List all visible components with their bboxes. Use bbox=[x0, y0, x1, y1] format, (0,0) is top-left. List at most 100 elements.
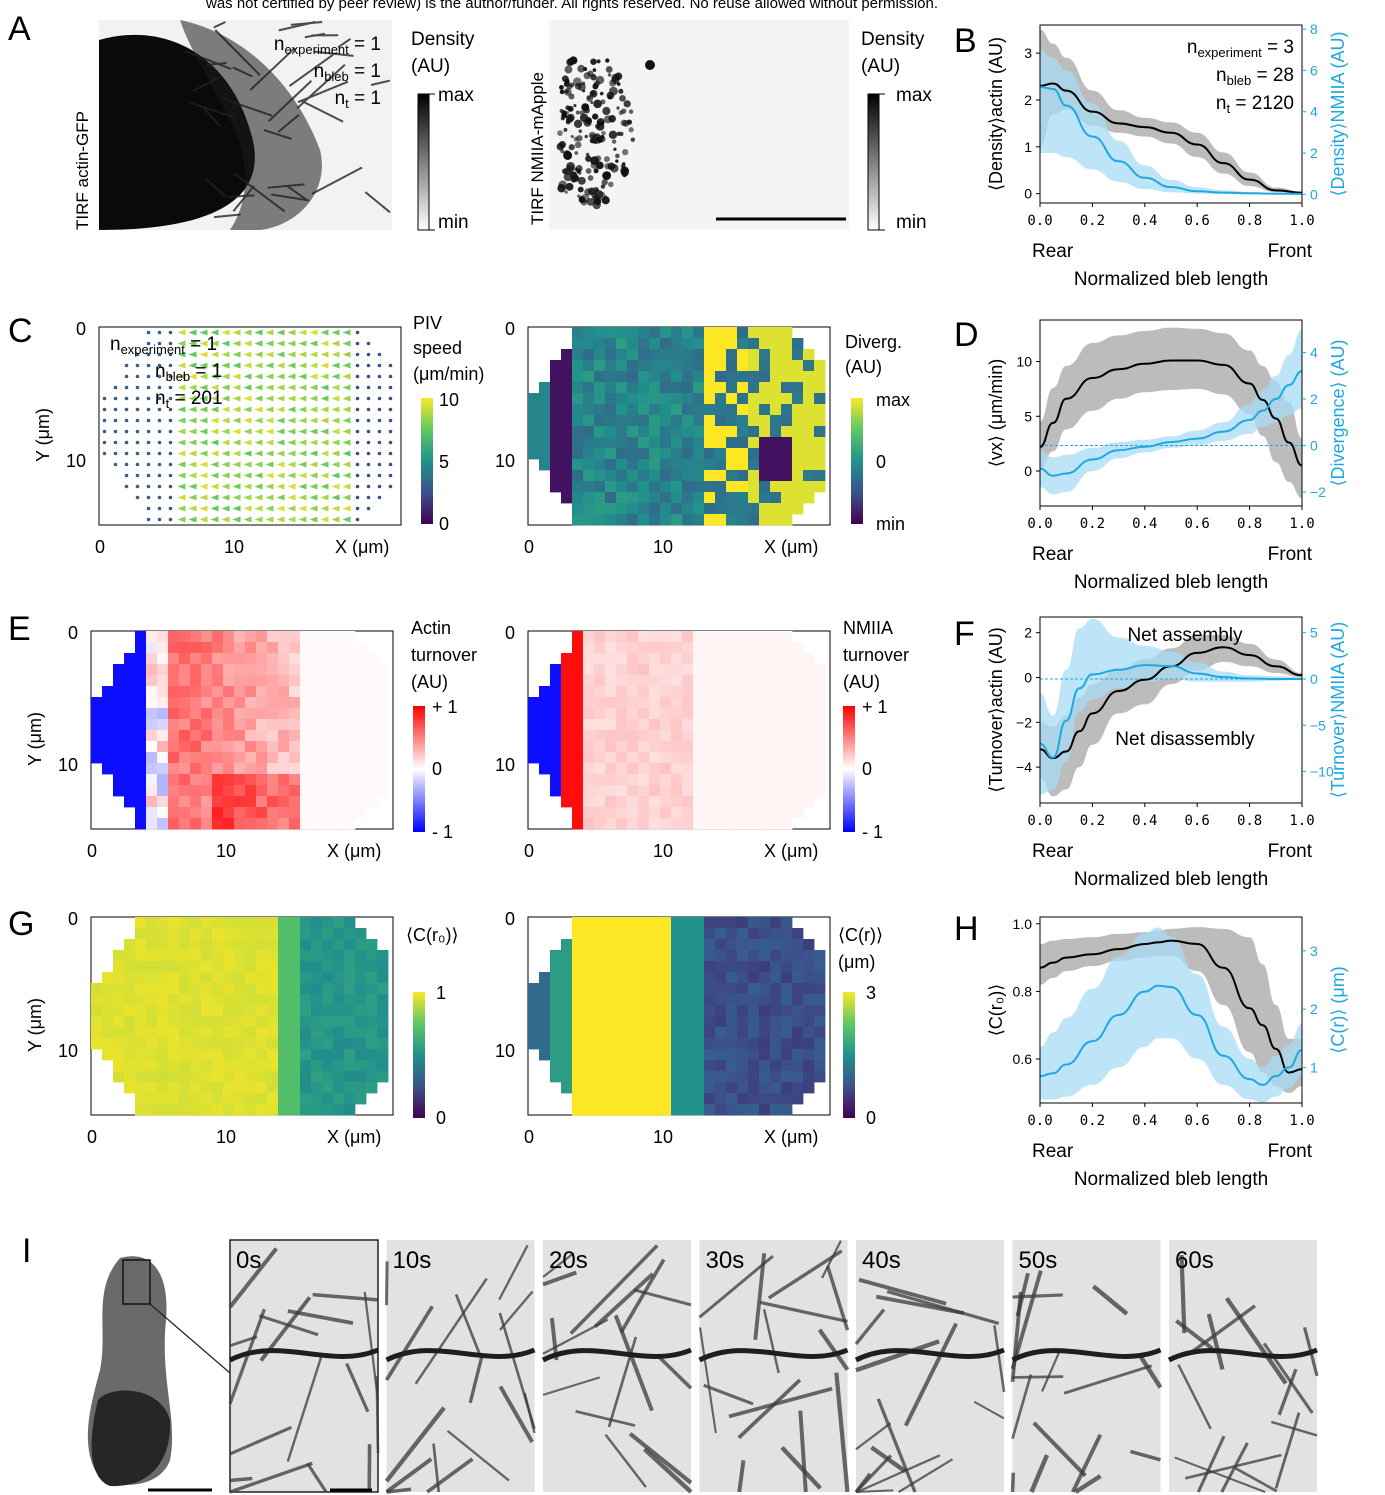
nmiia-turnover-map-ytick-0: 0 bbox=[505, 623, 515, 643]
timelapse-frame-30s: 30s bbox=[698, 1240, 850, 1493]
panel-label-d: D bbox=[954, 316, 979, 354]
density-cb2-min: min bbox=[896, 212, 927, 233]
density-colorbar-title-1: Density bbox=[411, 29, 475, 50]
chart-f-ylabel2: ⟨Turnover⟩NMIIA (AU) bbox=[1328, 622, 1348, 798]
panel-label-e: E bbox=[8, 610, 31, 648]
chart-d-xtick: 0.8 bbox=[1237, 516, 1262, 532]
diverg-cb-title-1: Diverg. bbox=[845, 332, 902, 352]
panel-label-h: H bbox=[954, 910, 979, 948]
svg-text:nt = 1: nt = 1 bbox=[335, 88, 381, 111]
actin-turnover-map-ytick-0: 0 bbox=[68, 623, 78, 643]
panel-a-n-annotation: nexperiment = 1 nbleb = 1 nt = 1 bbox=[274, 34, 381, 111]
timelapse-time-label: 50s bbox=[1019, 1247, 1058, 1274]
chart-h-rear-label: Rear bbox=[1032, 1141, 1074, 1162]
chart-f-xtick: 0.2 bbox=[1080, 813, 1105, 829]
chart-f-xtick: 0.6 bbox=[1185, 813, 1210, 829]
chart-d-rear-label: Rear bbox=[1032, 544, 1074, 565]
chart-d-xtick: 0.0 bbox=[1027, 516, 1052, 532]
density-colorbar-2 bbox=[867, 93, 880, 231]
chart-h-front-label: Front bbox=[1268, 1141, 1313, 1162]
chart-h-xtick: 0.2 bbox=[1080, 1113, 1105, 1129]
piv-vector-map: 0 10 X (μm) 0 10 Y (μm) bbox=[33, 319, 402, 557]
chart-h-ylabel2: ⟨C(r)⟩ (μm) bbox=[1328, 966, 1348, 1053]
nmiia-turnover-cb-plus: + 1 bbox=[862, 697, 888, 717]
panel-label-b: B bbox=[954, 22, 977, 60]
actin-turnover-map-ytick-10: 10 bbox=[58, 755, 78, 775]
chart-f-net-disassembly: Net disassembly bbox=[1115, 729, 1255, 750]
actin-turnover-cb-zero: 0 bbox=[432, 759, 442, 779]
zoom-region-box bbox=[122, 1259, 151, 1305]
divergence-map: 0 10 X (μm) 0 10 bbox=[495, 319, 831, 557]
chart-b-n-annotation-1: nbleb = 28 bbox=[1216, 65, 1294, 88]
cr-map-xtick-10: 10 bbox=[653, 1127, 673, 1147]
chart-h-xtick: 0.6 bbox=[1185, 1113, 1210, 1129]
chart-h-xtick: 0.4 bbox=[1132, 1113, 1157, 1129]
actin-tirf-image bbox=[99, 20, 392, 231]
piv-vector-map-ytick-10: 10 bbox=[66, 451, 86, 471]
chart-h-ytick: 1.0 bbox=[1013, 916, 1033, 932]
cr0-map: 0 10 X (μm) 0 10 Y (μm) bbox=[25, 909, 394, 1147]
chart-h-ylabel: ⟨C(r₀)⟩ bbox=[986, 984, 1006, 1037]
cr0-map-xtick-10: 10 bbox=[216, 1127, 236, 1147]
chart-f-actin-line bbox=[1039, 646, 1303, 760]
nmiia-turnover-cb-minus: - 1 bbox=[862, 822, 883, 842]
nmiia-turnover-map: 0 10 X (μm) 0 10 bbox=[495, 623, 831, 861]
chart-f-xtick: 0.0 bbox=[1027, 813, 1052, 829]
chart-b-xtick: 0.2 bbox=[1080, 213, 1105, 229]
timelapse-time-label: 20s bbox=[549, 1247, 588, 1274]
chart-f-nmiia-band bbox=[1040, 618, 1302, 795]
timelapse-frame-50s: 50s bbox=[1010, 1240, 1163, 1494]
chart-b-ylabel: ⟨Density⟩actin (AU) bbox=[986, 37, 1006, 191]
chart-b-n-annotation-0: nexperiment = 3 bbox=[1187, 37, 1294, 60]
chart-f-ytick: −4 bbox=[1016, 759, 1032, 775]
actin-turnover-cb-minus: - 1 bbox=[432, 822, 453, 842]
svg-text:nexperiment = 1: nexperiment = 1 bbox=[110, 334, 217, 357]
chart-f-y2tick: −10 bbox=[1310, 764, 1334, 780]
diverg-colorbar bbox=[851, 398, 863, 524]
chart-b-ytick: 3 bbox=[1024, 45, 1032, 61]
cr0-cb-tick-0: 0 bbox=[436, 1108, 446, 1128]
cr-map-xlabel: X (μm) bbox=[764, 1127, 818, 1147]
chart-b-nmiia-line bbox=[1039, 85, 1303, 195]
nmiia-turnover-map-xlabel: X (μm) bbox=[764, 841, 818, 861]
svg-text:nexperiment = 1: nexperiment = 1 bbox=[274, 34, 381, 57]
chart-d-actin-line bbox=[1039, 359, 1303, 467]
chart-b-n-annotation-2: nt = 2120 bbox=[1216, 93, 1294, 116]
chart-d-ytick: 5 bbox=[1024, 408, 1032, 424]
chart-f-y2tick: 0 bbox=[1310, 671, 1318, 687]
chart-d-xlabel: Normalized bleb length bbox=[1074, 572, 1268, 593]
cr0-map-ylabel: Y (μm) bbox=[25, 998, 45, 1052]
chart-f-ytick: 2 bbox=[1024, 625, 1032, 641]
piv-cb-title-1: PIV bbox=[413, 313, 442, 333]
cr-colorbar bbox=[843, 992, 855, 1118]
chart-d-ylabel2: ⟨Divergence⟩ (AU) bbox=[1328, 339, 1348, 486]
actin-turnover-cb-plus: + 1 bbox=[432, 697, 458, 717]
svg-text:nt = 201: nt = 201 bbox=[155, 388, 223, 411]
piv-cb-tick-10: 10 bbox=[439, 390, 459, 410]
chart-f-ytick: −2 bbox=[1016, 714, 1032, 730]
chart-d-xtick: 0.2 bbox=[1080, 516, 1105, 532]
cr-cb-title-1: ⟨C(r)⟩ bbox=[838, 925, 883, 945]
divergence-map-ytick-10: 10 bbox=[495, 451, 515, 471]
panel-label-i: I bbox=[22, 1232, 31, 1270]
nmiia-turnover-cb-zero: 0 bbox=[862, 759, 872, 779]
actin-turnover-cb-title-1: Actin bbox=[411, 618, 451, 638]
chart-h-actin-line bbox=[1039, 939, 1303, 1074]
piv-vector-map-ylabel: Y (μm) bbox=[33, 408, 53, 462]
timelapse-time-label: 60s bbox=[1175, 1247, 1214, 1274]
timelapse-time-label: 0s bbox=[236, 1247, 261, 1274]
chart-d-nmiia-band bbox=[1040, 329, 1302, 495]
piv-colorbar bbox=[421, 398, 433, 524]
chart-b-front-label: Front bbox=[1268, 241, 1313, 262]
chart-h: 0.0 0.2 0.4 0.6 0.8 1.0 0.6 0.8 1.0 1 2 3 Rear FrontN… bbox=[986, 916, 1348, 1190]
chart-b-ylabel2: ⟨Density⟩NMIIA (AU) bbox=[1328, 31, 1348, 196]
chart-h-y2tick: 1 bbox=[1310, 1059, 1318, 1075]
nmiia-turnover-map-ytick-10: 10 bbox=[495, 755, 515, 775]
actin-turnover-colorbar bbox=[413, 706, 425, 832]
diverg-cb-title-2: (AU) bbox=[845, 357, 882, 377]
piv-cb-title-2: speed bbox=[413, 338, 462, 358]
header-text: was not certified by peer review) is the… bbox=[205, 0, 938, 12]
chart-f-xtick: 0.4 bbox=[1132, 813, 1157, 829]
panel-i-overview bbox=[64, 1238, 231, 1494]
piv-cb-tick-5: 5 bbox=[439, 452, 449, 472]
